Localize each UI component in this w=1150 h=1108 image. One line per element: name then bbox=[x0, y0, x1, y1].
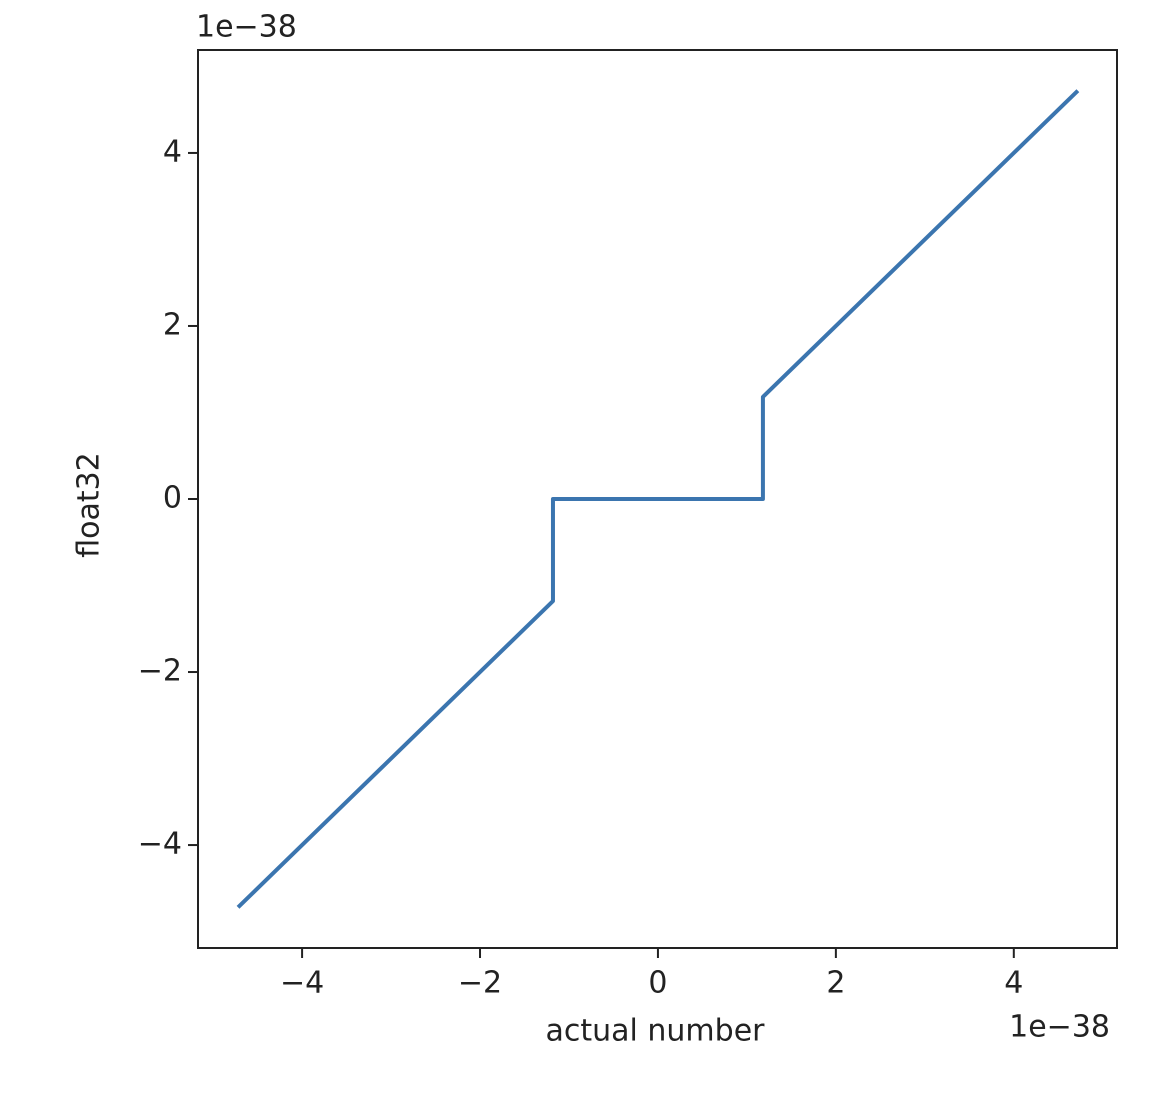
x-tick-label: −2 bbox=[458, 966, 502, 1001]
x-tick-label: 2 bbox=[826, 966, 845, 1001]
y-tick-label: 0 bbox=[163, 481, 182, 516]
x-axis-label: actual number bbox=[546, 1014, 766, 1049]
x-tick-label: 4 bbox=[1004, 966, 1023, 1001]
x-offset-text: 1e−38 bbox=[1009, 1010, 1110, 1045]
y-tick-label: 4 bbox=[163, 134, 182, 169]
y-axis-label: float32 bbox=[72, 452, 107, 558]
y-tick-label: −4 bbox=[138, 827, 182, 862]
data-line bbox=[236, 89, 1080, 909]
y-tick-label: −2 bbox=[138, 654, 182, 689]
x-tick-label: 0 bbox=[648, 966, 667, 1001]
y-offset-text: 1e−38 bbox=[196, 10, 297, 45]
y-tick-label: 2 bbox=[163, 307, 182, 342]
x-tick-label: −4 bbox=[280, 966, 324, 1001]
